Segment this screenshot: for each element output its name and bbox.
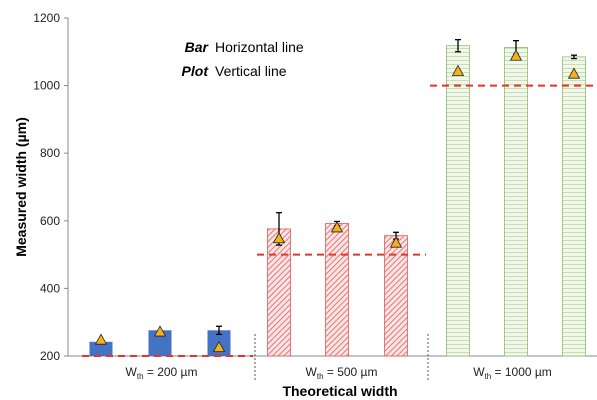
bar (446, 45, 470, 357)
bar-groups: Wth = 200 µm Wth = 500 µm Wth = 1000 µm (82, 38, 597, 381)
bar-group: Wth = 1000 µm (430, 38, 597, 381)
triangle-marker (330, 221, 344, 233)
bar (148, 330, 172, 356)
bar (562, 56, 586, 357)
y-ticks: 200 400 600 800 1000 1200 (33, 11, 68, 363)
group-label: Wth = 1000 µm (473, 365, 552, 381)
triangle-marker (451, 64, 465, 76)
bar (504, 47, 528, 357)
triangle-marker (153, 325, 167, 337)
group-label: Wth = 500 µm (306, 365, 378, 381)
y-axis: 200 400 600 800 1000 1200 (33, 11, 69, 363)
group-label: Wth = 200 µm (126, 365, 198, 381)
y-tick-label: 1000 (33, 79, 60, 93)
x-axis-title: Theoretical width (282, 383, 397, 399)
y-tick-label: 200 (40, 349, 60, 363)
bar (267, 228, 291, 357)
bar-group: Wth = 500 µm (257, 212, 429, 381)
bar (325, 223, 349, 357)
legend-key-bar: Bar (185, 39, 210, 55)
y-axis-title: Measured width (µm) (13, 117, 29, 257)
triangle-marker (212, 340, 226, 353)
triangle-marker (94, 333, 108, 345)
legend-text-plot: Vertical line (215, 63, 287, 79)
y-tick-label: 600 (40, 214, 60, 228)
legend: Bar Horizontal line Plot Vertical line (182, 39, 304, 79)
bar-group: Wth = 200 µm (82, 325, 256, 381)
triangle-marker (389, 236, 403, 248)
legend-key-plot: Plot (182, 63, 210, 79)
y-tick-label: 1200 (33, 11, 60, 25)
triangle-marker (272, 232, 286, 244)
bar (89, 341, 113, 356)
y-tick-label: 800 (40, 146, 60, 160)
y-tick-label: 400 (40, 281, 60, 295)
triangle-marker (509, 49, 523, 61)
triangle-marker (567, 67, 581, 79)
legend-text-bar: Horizontal line (215, 39, 304, 55)
